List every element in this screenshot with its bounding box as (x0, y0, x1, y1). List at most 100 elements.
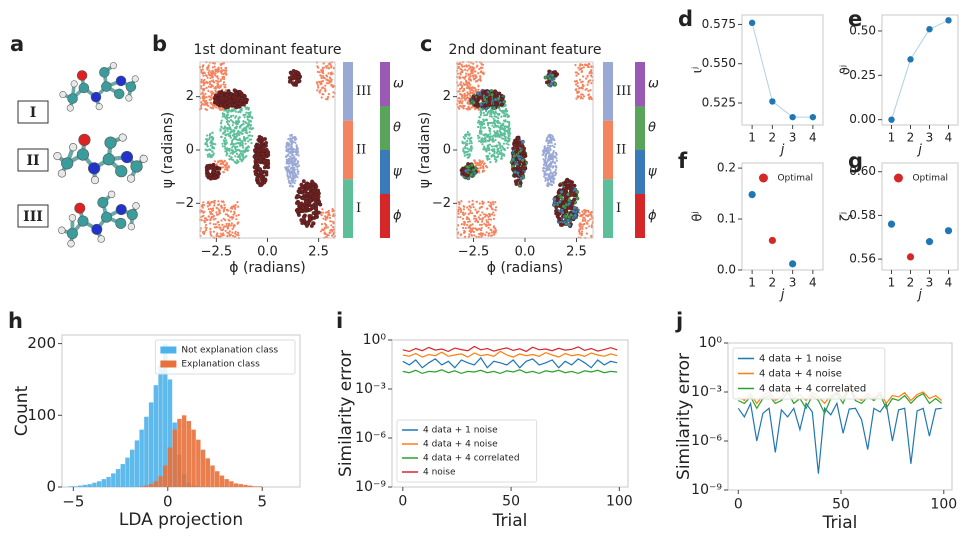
scatter-dot (322, 218, 324, 220)
scatter-dot (319, 203, 323, 207)
scatter-dot (224, 106, 228, 110)
scatter-dot (224, 160, 226, 162)
scatter-dot (494, 227, 496, 229)
colorbar-segment (603, 121, 613, 180)
scatter-dot (216, 207, 218, 209)
scatter-dot (489, 122, 491, 124)
scatter-dot (214, 99, 218, 103)
scatter-dot (294, 172, 296, 174)
scatter-dot (225, 165, 227, 167)
scatter-dot (258, 156, 262, 160)
colorbar-label: ϕ (393, 209, 402, 224)
x-tick-label: 1 (888, 131, 896, 145)
hist-bar (139, 486, 143, 487)
scatter-dot (542, 154, 544, 156)
scatter-dot (330, 73, 332, 75)
scatter-dot (516, 165, 520, 169)
scatter-dot (225, 97, 229, 101)
scatter-dot (491, 213, 493, 215)
scatter-dot (575, 98, 577, 100)
scatter-dot (297, 173, 299, 175)
scatter-dot (230, 224, 232, 226)
scatter-dot (466, 65, 468, 67)
scatter-dot (249, 134, 251, 136)
x-tick-label: 0 (398, 493, 407, 509)
hist-bar (73, 486, 77, 487)
scatter-dot (297, 152, 299, 154)
scatter-dot (222, 232, 224, 234)
scatter-dot (323, 67, 325, 69)
atom (91, 176, 99, 184)
scatter-dot (479, 164, 481, 166)
x-tick-label: 3 (789, 276, 797, 290)
scatter-dot (300, 202, 304, 206)
scatter-dot (468, 218, 470, 220)
scatter-dot (472, 72, 474, 74)
scatter-dot (544, 156, 546, 158)
scatter-dot (209, 136, 211, 138)
scatter-dot (480, 110, 482, 112)
scatter-dot (286, 159, 288, 161)
x-axis-label: LDA projection (119, 510, 243, 530)
scatter-dot (478, 140, 480, 142)
x-axis-label: j (916, 288, 922, 303)
scatter-dot (559, 195, 563, 199)
legend-label: 4 data + 4 correlated (759, 384, 866, 395)
scatter-dot (466, 94, 468, 96)
scatter-dot (505, 108, 507, 110)
panel-label: c (420, 32, 432, 56)
scatter-dot (579, 79, 581, 81)
scatter-dot (233, 206, 235, 208)
scatter-dot (260, 136, 264, 140)
scatter-dot (494, 209, 496, 211)
scatter-dot (582, 84, 584, 86)
scatter-dot (329, 81, 331, 83)
x-tick-label: 4 (809, 131, 817, 145)
x-tick-label: 4 (945, 131, 953, 145)
scatter-dot (239, 110, 241, 112)
scatter-dot (474, 70, 476, 72)
scatter-dot (243, 139, 245, 141)
scatter-dot (223, 81, 225, 83)
colorbar-segment (603, 62, 613, 121)
scatter-dot (481, 206, 483, 208)
scatter-dot (552, 157, 554, 159)
scatter-dot (493, 145, 495, 147)
scatter-dot (461, 223, 463, 225)
scatter-dot (322, 93, 324, 95)
scatter-dot (200, 101, 202, 103)
scatter-dot (485, 134, 487, 136)
line (752, 23, 813, 117)
scatter-dot (487, 224, 489, 226)
scatter-dot (220, 122, 222, 124)
scatter-dot (482, 233, 484, 235)
scatter-dot (332, 226, 334, 228)
scatter-dot (458, 209, 460, 211)
scatter-dot (330, 229, 332, 231)
scatter-dot (204, 93, 206, 95)
scatter-dot (490, 202, 492, 204)
point (749, 191, 756, 198)
x-axis-label: Trial (492, 511, 528, 531)
y-tick-label: 0 (46, 478, 56, 496)
scatter-dot (290, 134, 292, 136)
scatter-dot (244, 98, 248, 102)
scatter-dot (218, 167, 222, 171)
scatter-dot (466, 87, 468, 89)
y-axis-label: θʲ (691, 211, 706, 221)
hist-bar (220, 476, 224, 487)
scatter-dot (322, 80, 324, 82)
scatter-dot (493, 225, 495, 227)
scatter-dot (498, 152, 500, 154)
scatter-dot (211, 142, 213, 144)
scatter-dot (488, 103, 492, 107)
hist-bar (234, 483, 238, 487)
scatter-dot (224, 131, 226, 133)
x-tick-label: 2 (907, 276, 915, 290)
scatter-dot (589, 218, 591, 220)
scatter-dot (476, 211, 478, 213)
scatter-dot (575, 89, 577, 91)
scatter-dot (211, 137, 213, 139)
scatter-dot (325, 224, 327, 226)
scatter-dot (493, 140, 495, 142)
